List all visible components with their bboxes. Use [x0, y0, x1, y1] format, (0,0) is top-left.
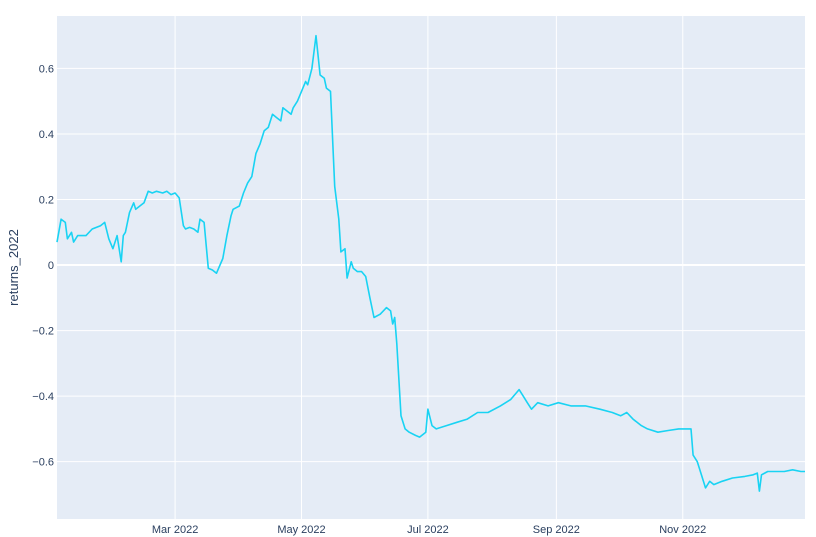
x-tick-label: Sep 2022	[533, 524, 580, 536]
x-tick-label: Nov 2022	[659, 524, 706, 536]
plot-background	[57, 16, 805, 519]
y-tick-labels: 0.6 0.4 0.2 0 −0.2 −0.4 −0.6	[32, 63, 54, 468]
y-tick-label: 0.4	[39, 129, 54, 141]
y-tick-label: −0.2	[32, 326, 54, 338]
series-layer	[56, 34, 805, 492]
x-tick-label: Mar 2022	[152, 524, 198, 536]
series-line	[56, 34, 805, 492]
y-tick-label: 0.2	[39, 195, 54, 207]
x-tick-labels: Mar 2022 May 2022 Jul 2022 Sep 2022 Nov 2022	[152, 524, 706, 536]
x-tick-label: Jul 2022	[407, 524, 449, 536]
y-tick-label: 0	[48, 260, 54, 272]
y-tick-label: −0.6	[32, 457, 54, 469]
x-gridlines	[174, 16, 684, 519]
y-tick-label: −0.4	[32, 391, 54, 403]
y-gridlines	[57, 67, 805, 463]
y-axis-title: returns_2022	[6, 229, 21, 306]
x-tick-label: May 2022	[277, 524, 325, 536]
y-tick-label: 0.6	[39, 63, 54, 75]
